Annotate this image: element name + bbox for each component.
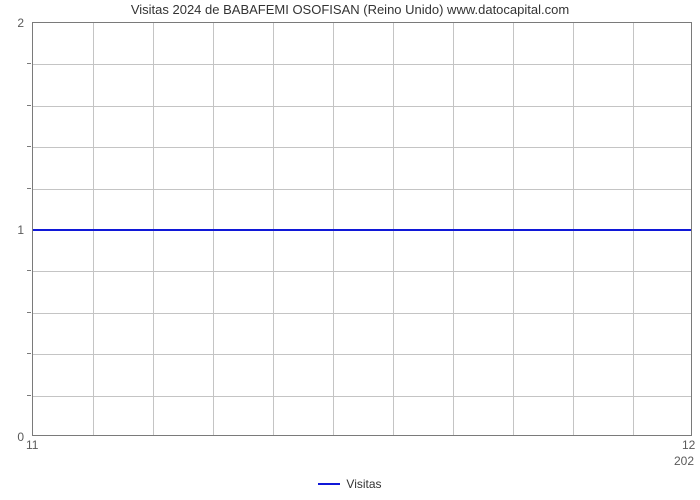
grid-hline — [33, 147, 691, 148]
chart-title: Visitas 2024 de BABAFEMI OSOFISAN (Reino… — [0, 2, 700, 17]
y-tick-label: 0 — [0, 430, 24, 444]
legend: Visitas — [0, 476, 700, 491]
y-minor-tick — [27, 63, 31, 64]
y-tick-label: 1 — [0, 223, 24, 237]
grid-hline — [33, 396, 691, 397]
grid-hline — [33, 271, 691, 272]
grid-hline — [33, 189, 691, 190]
y-minor-tick — [27, 312, 31, 313]
visits-chart: Visitas 2024 de BABAFEMI OSOFISAN (Reino… — [0, 0, 700, 500]
x-axis-sublabel: 202 — [674, 454, 694, 468]
grid-hline — [33, 313, 691, 314]
plot-area — [32, 22, 692, 436]
legend-label: Visitas — [346, 477, 381, 491]
y-minor-tick — [27, 270, 31, 271]
grid-hline — [33, 106, 691, 107]
y-minor-tick — [27, 105, 31, 106]
y-minor-tick — [27, 188, 31, 189]
y-minor-tick — [27, 146, 31, 147]
grid-hline — [33, 354, 691, 355]
y-tick-label: 2 — [0, 16, 24, 30]
y-minor-tick — [27, 395, 31, 396]
x-tick-label-left: 11 — [26, 438, 38, 452]
series-visitas-line — [33, 229, 691, 231]
x-tick-label-right: 12 — [682, 438, 695, 452]
y-minor-tick — [27, 353, 31, 354]
legend-swatch — [318, 483, 340, 485]
grid-hline — [33, 64, 691, 65]
